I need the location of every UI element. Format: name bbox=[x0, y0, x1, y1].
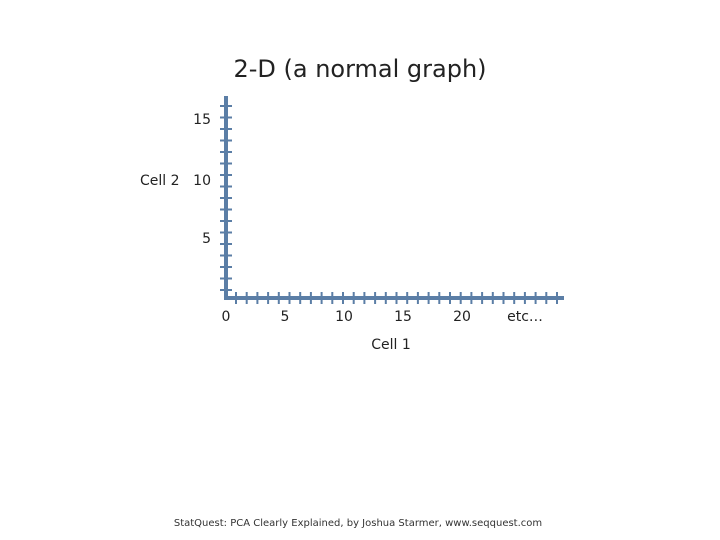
x-tick-label: etc… bbox=[507, 309, 543, 325]
x-tick-label: 0 bbox=[222, 309, 231, 325]
x-tick-label: 15 bbox=[394, 309, 412, 325]
axes bbox=[220, 96, 564, 304]
footer: StatQuest: PCA Clearly Explained, by Jos… bbox=[174, 518, 542, 529]
x-tick-label: 20 bbox=[453, 309, 471, 325]
tick-labels: 15 10 5 0 5 10 15 20 etc… bbox=[193, 112, 543, 325]
x-axis-label: Cell 1 bbox=[371, 337, 411, 353]
y-axis-label: Cell 2 bbox=[140, 173, 180, 189]
y-tick-label: 5 bbox=[202, 231, 211, 247]
x-tick-label: 5 bbox=[281, 309, 290, 325]
y-tick-label: 15 bbox=[193, 112, 211, 128]
title: 2-D (a normal graph) bbox=[233, 55, 486, 83]
x-tick-label: 10 bbox=[335, 309, 353, 325]
y-tick-label: 10 bbox=[193, 173, 211, 189]
